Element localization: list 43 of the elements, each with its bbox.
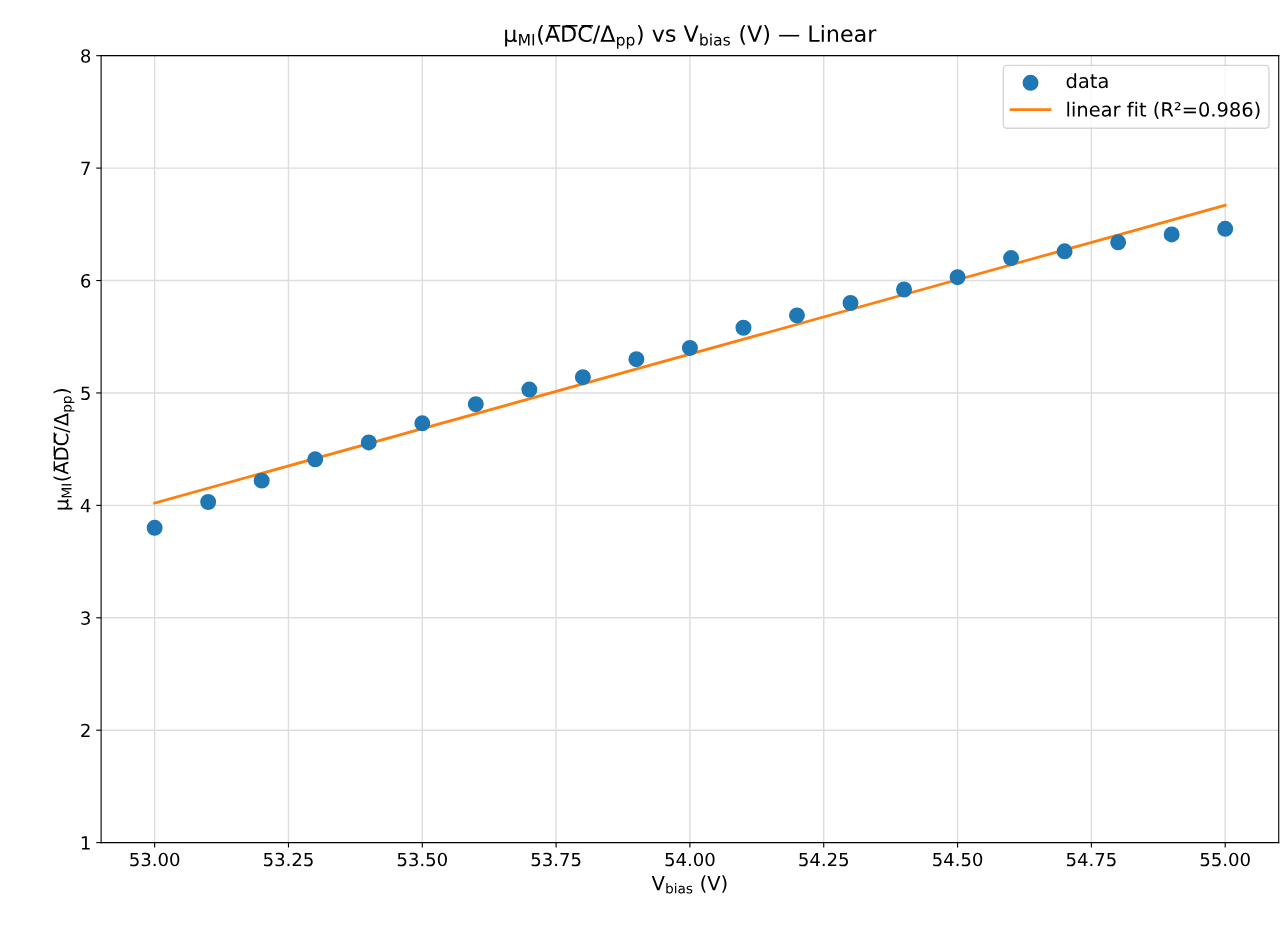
point bbox=[253, 472, 270, 489]
point bbox=[735, 319, 752, 336]
point bbox=[949, 269, 966, 286]
point bbox=[896, 281, 913, 298]
chart-title: μ$_{MI}$(A̅D̅C̅/Δ$_{pp}$) vs V$_{bias}$ (V) — Linear bbox=[505, 24, 877, 49]
y-tick-label: 7 bbox=[81, 161, 90, 175]
point bbox=[842, 295, 859, 311]
point bbox=[1217, 220, 1234, 237]
point bbox=[574, 369, 591, 386]
y-tick-label: 1 bbox=[81, 836, 90, 850]
x-tick-label: 54.00 bbox=[665, 852, 715, 867]
y-tick-label: 3 bbox=[81, 611, 90, 625]
y-tick-label: 2 bbox=[81, 723, 90, 738]
point bbox=[788, 307, 805, 324]
y-tick-label: 8 bbox=[81, 49, 91, 63]
x-tick-label: 53.50 bbox=[397, 852, 447, 867]
point bbox=[628, 351, 645, 368]
y-tick-label: 4 bbox=[80, 499, 91, 513]
point bbox=[467, 396, 484, 413]
point bbox=[414, 415, 431, 432]
x-tick-label: 55.00 bbox=[1200, 852, 1250, 867]
legend-label: linear fit (R²=0.986) bbox=[1067, 101, 1260, 120]
x-tick-label: 53.25 bbox=[264, 852, 313, 867]
x-tick-label: 54.25 bbox=[799, 852, 849, 867]
x-tick-label: 54.75 bbox=[1066, 852, 1116, 867]
point bbox=[307, 451, 324, 468]
point bbox=[146, 519, 163, 536]
y-axis-title: μ$_{MI}$(A̅D̅C̅/Δ$_{pp}$) bbox=[53, 389, 75, 510]
x-tick-label: 53.00 bbox=[130, 852, 180, 867]
point bbox=[1163, 226, 1180, 243]
point bbox=[360, 434, 377, 451]
point bbox=[521, 381, 538, 398]
legend-label: data bbox=[1066, 73, 1108, 89]
point bbox=[1056, 243, 1073, 260]
point bbox=[200, 494, 217, 510]
point bbox=[681, 339, 698, 356]
y-tick-label: 5 bbox=[81, 386, 90, 401]
point bbox=[1003, 250, 1020, 267]
y-tick-label: 6 bbox=[81, 273, 91, 288]
point bbox=[1110, 234, 1127, 251]
x-axis-title: V$_{bias}$ (V) bbox=[651, 875, 727, 894]
x-tick-label: 54.50 bbox=[933, 852, 983, 867]
x-tick-label: 53.75 bbox=[531, 852, 581, 867]
